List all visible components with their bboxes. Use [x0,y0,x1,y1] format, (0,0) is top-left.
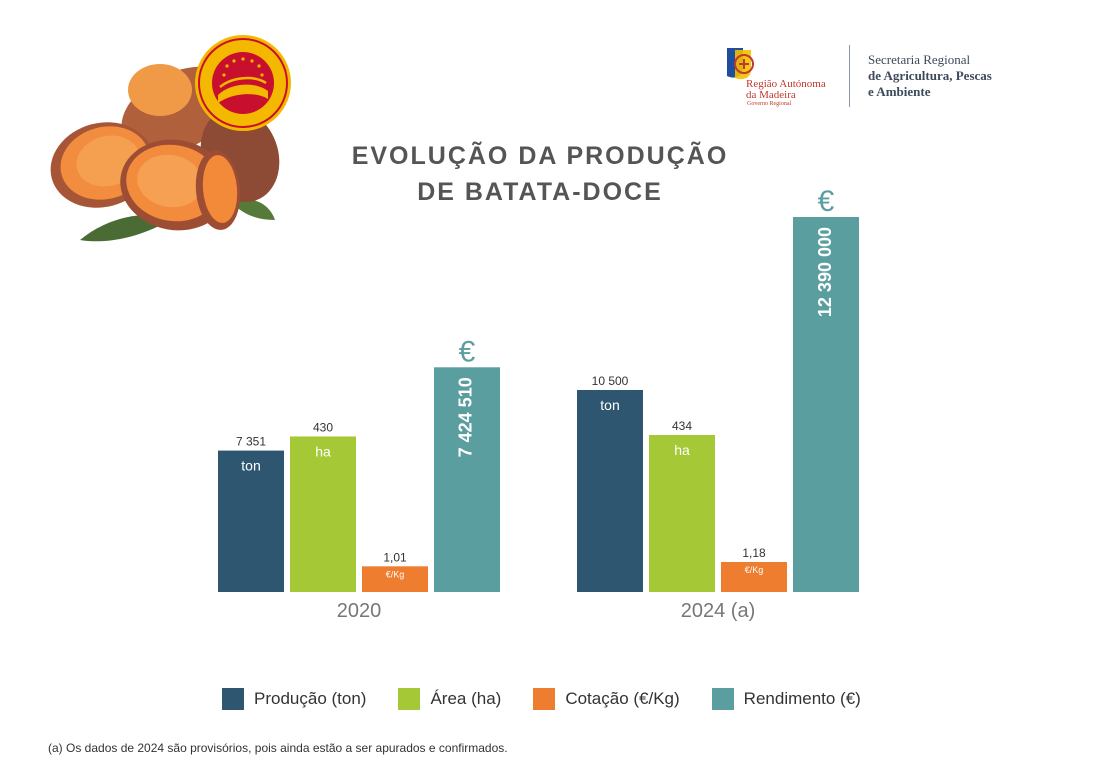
secretaria-line1: Secretaria Regional [868,52,971,67]
bar-cotacao-1 [721,562,787,592]
legend-swatch-rendimento [711,688,734,710]
value-label-producao-0: 7 351 [236,435,266,449]
madeira-coat-of-arms-icon [727,48,754,80]
dop-seal-icon [195,35,291,131]
bar-area-0 [290,436,356,592]
bar-rendimento-1 [793,217,859,592]
bar-producao-0 [218,450,284,592]
euro-symbol-1: € [818,185,835,218]
chart-legend: Produção (ton) Área (ha) Cotação (€/Kg) … [222,684,893,714]
category-label-0: 2020 [337,600,382,622]
region-name-line3: Governo Regional [747,101,792,107]
value-label-area-0: 430 [313,420,333,434]
logo-divider [849,45,850,107]
value-label-rendimento-1: 12 390 000 [815,227,835,317]
unit-label-area-0: ha [315,443,331,459]
potato-slice [137,154,203,208]
secretaria-line3: e Ambiente [868,84,931,99]
chart-title-line1: EVOLUÇÃO DA PRODUÇÃO [351,142,729,170]
bar-area-1 [649,435,715,592]
potato-slice [202,155,238,223]
bar-producao-1 [577,390,643,592]
value-label-cotacao-0: 1,01 [383,550,407,564]
category-label-1: 2024 (a) [681,600,756,622]
leaf-shape [230,198,275,220]
legend-item-rendimento: Rendimento (€) [711,688,861,710]
value-label-producao-1: 10 500 [592,374,629,388]
chart-title: EVOLUÇÃO DA PRODUÇÃO DE BATATA-DOCE [300,138,780,210]
legend-label-rendimento: Rendimento (€) [743,689,861,708]
value-label-rendimento-0: 7 424 510 [456,377,476,457]
legend-item-producao: Produção (ton) [222,688,366,710]
unit-label-producao-0: ton [241,458,260,474]
footnote: (a) Os dados de 2024 são provisórios, po… [48,741,508,755]
legend-item-cotacao: Cotação (€/Kg) [533,688,680,710]
unit-label-producao-1: ton [600,397,619,413]
bar-cotacao-0 [362,566,428,592]
legend-label-producao: Produção (ton) [254,689,367,708]
bar-rendimento-0 [434,367,500,592]
region-name-line2: da Madeira [746,89,796,101]
header-logo-block: Região Autónoma da Madeira Governo Regio… [720,42,1050,112]
legend-item-area: Área (ha) [398,688,501,710]
chart-title-line2: DE BATATA-DOCE [417,178,663,206]
legend-label-cotacao: Cotação (€/Kg) [565,689,680,708]
unit-label-cotacao-0: €/Kg [386,569,405,579]
region-name-line1: Região Autónoma [746,78,826,90]
unit-label-cotacao-1: €/Kg [745,565,764,575]
secretaria-line2: de Agricultura, Pescas [868,68,992,83]
unit-label-area-1: ha [674,442,690,458]
legend-swatch-producao [222,688,244,710]
legend-swatch-area [398,688,421,710]
legend-label-area: Área (ha) [430,689,502,708]
value-label-cotacao-1: 1,18 [742,546,766,560]
bar-chart: 7 351 ton 10 500 ton 430 ha 434 ha 1,01 €/Kg 1,18 €… [218,185,859,622]
euro-symbol-0: € [459,335,476,368]
sweet-potato-illustration [50,35,291,242]
potato-shape [128,64,192,116]
legend-swatch-cotacao [533,688,556,710]
value-label-area-1: 434 [672,419,692,433]
